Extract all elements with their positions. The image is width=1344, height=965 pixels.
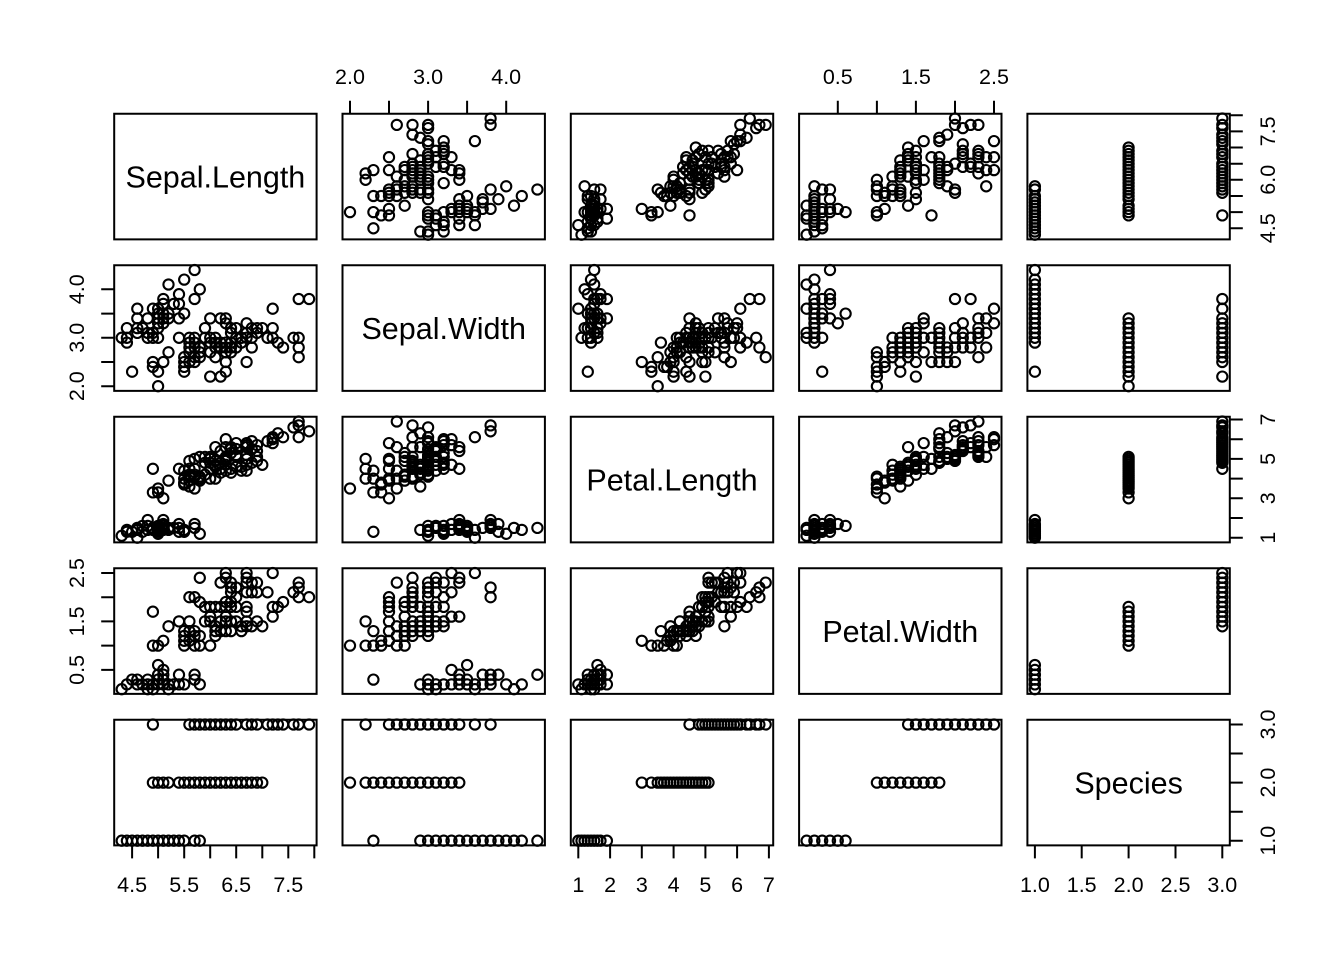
svg-text:Sepal.Width: Sepal.Width — [361, 312, 525, 346]
svg-text:1: 1 — [572, 873, 584, 897]
svg-text:0.5: 0.5 — [823, 65, 853, 89]
svg-text:2.5: 2.5 — [979, 65, 1009, 89]
svg-text:2.0: 2.0 — [65, 371, 89, 401]
svg-text:Petal.Width: Petal.Width — [822, 615, 978, 649]
svg-text:3.0: 3.0 — [1256, 710, 1280, 740]
svg-text:2.0: 2.0 — [335, 65, 365, 89]
svg-text:1.5: 1.5 — [901, 65, 931, 89]
svg-text:2.0: 2.0 — [1256, 768, 1280, 798]
svg-text:3.0: 3.0 — [65, 323, 89, 353]
svg-text:4.0: 4.0 — [491, 65, 521, 89]
svg-text:Petal.Length: Petal.Length — [586, 463, 757, 497]
svg-text:2: 2 — [604, 873, 616, 897]
svg-text:7.5: 7.5 — [273, 873, 303, 897]
svg-text:4.5: 4.5 — [117, 873, 147, 897]
svg-text:7: 7 — [763, 873, 775, 897]
svg-text:5: 5 — [1256, 453, 1280, 465]
svg-text:1.5: 1.5 — [65, 606, 89, 636]
svg-text:0.5: 0.5 — [65, 655, 89, 685]
svg-text:3: 3 — [636, 873, 648, 897]
svg-text:3.0: 3.0 — [1207, 873, 1237, 897]
svg-text:2.5: 2.5 — [1161, 873, 1191, 897]
svg-text:2.0: 2.0 — [1114, 873, 1144, 897]
svg-text:7.5: 7.5 — [1256, 116, 1280, 146]
svg-text:5: 5 — [699, 873, 711, 897]
svg-text:1.5: 1.5 — [1067, 873, 1097, 897]
svg-text:4.5: 4.5 — [1256, 213, 1280, 243]
svg-text:2.5: 2.5 — [65, 558, 89, 588]
svg-text:6.5: 6.5 — [221, 873, 251, 897]
svg-text:6.0: 6.0 — [1256, 165, 1280, 195]
svg-text:6: 6 — [731, 873, 743, 897]
svg-text:1.0: 1.0 — [1256, 826, 1280, 856]
svg-text:7: 7 — [1256, 414, 1280, 426]
svg-text:3: 3 — [1256, 492, 1280, 504]
svg-text:5.5: 5.5 — [169, 873, 199, 897]
svg-text:4.0: 4.0 — [65, 274, 89, 304]
svg-text:Species: Species — [1074, 766, 1183, 800]
svg-text:3.0: 3.0 — [413, 65, 443, 89]
svg-text:4: 4 — [668, 873, 680, 897]
svg-text:1.0: 1.0 — [1020, 873, 1050, 897]
svg-text:1: 1 — [1256, 532, 1280, 544]
svg-text:Sepal.Length: Sepal.Length — [126, 160, 306, 194]
